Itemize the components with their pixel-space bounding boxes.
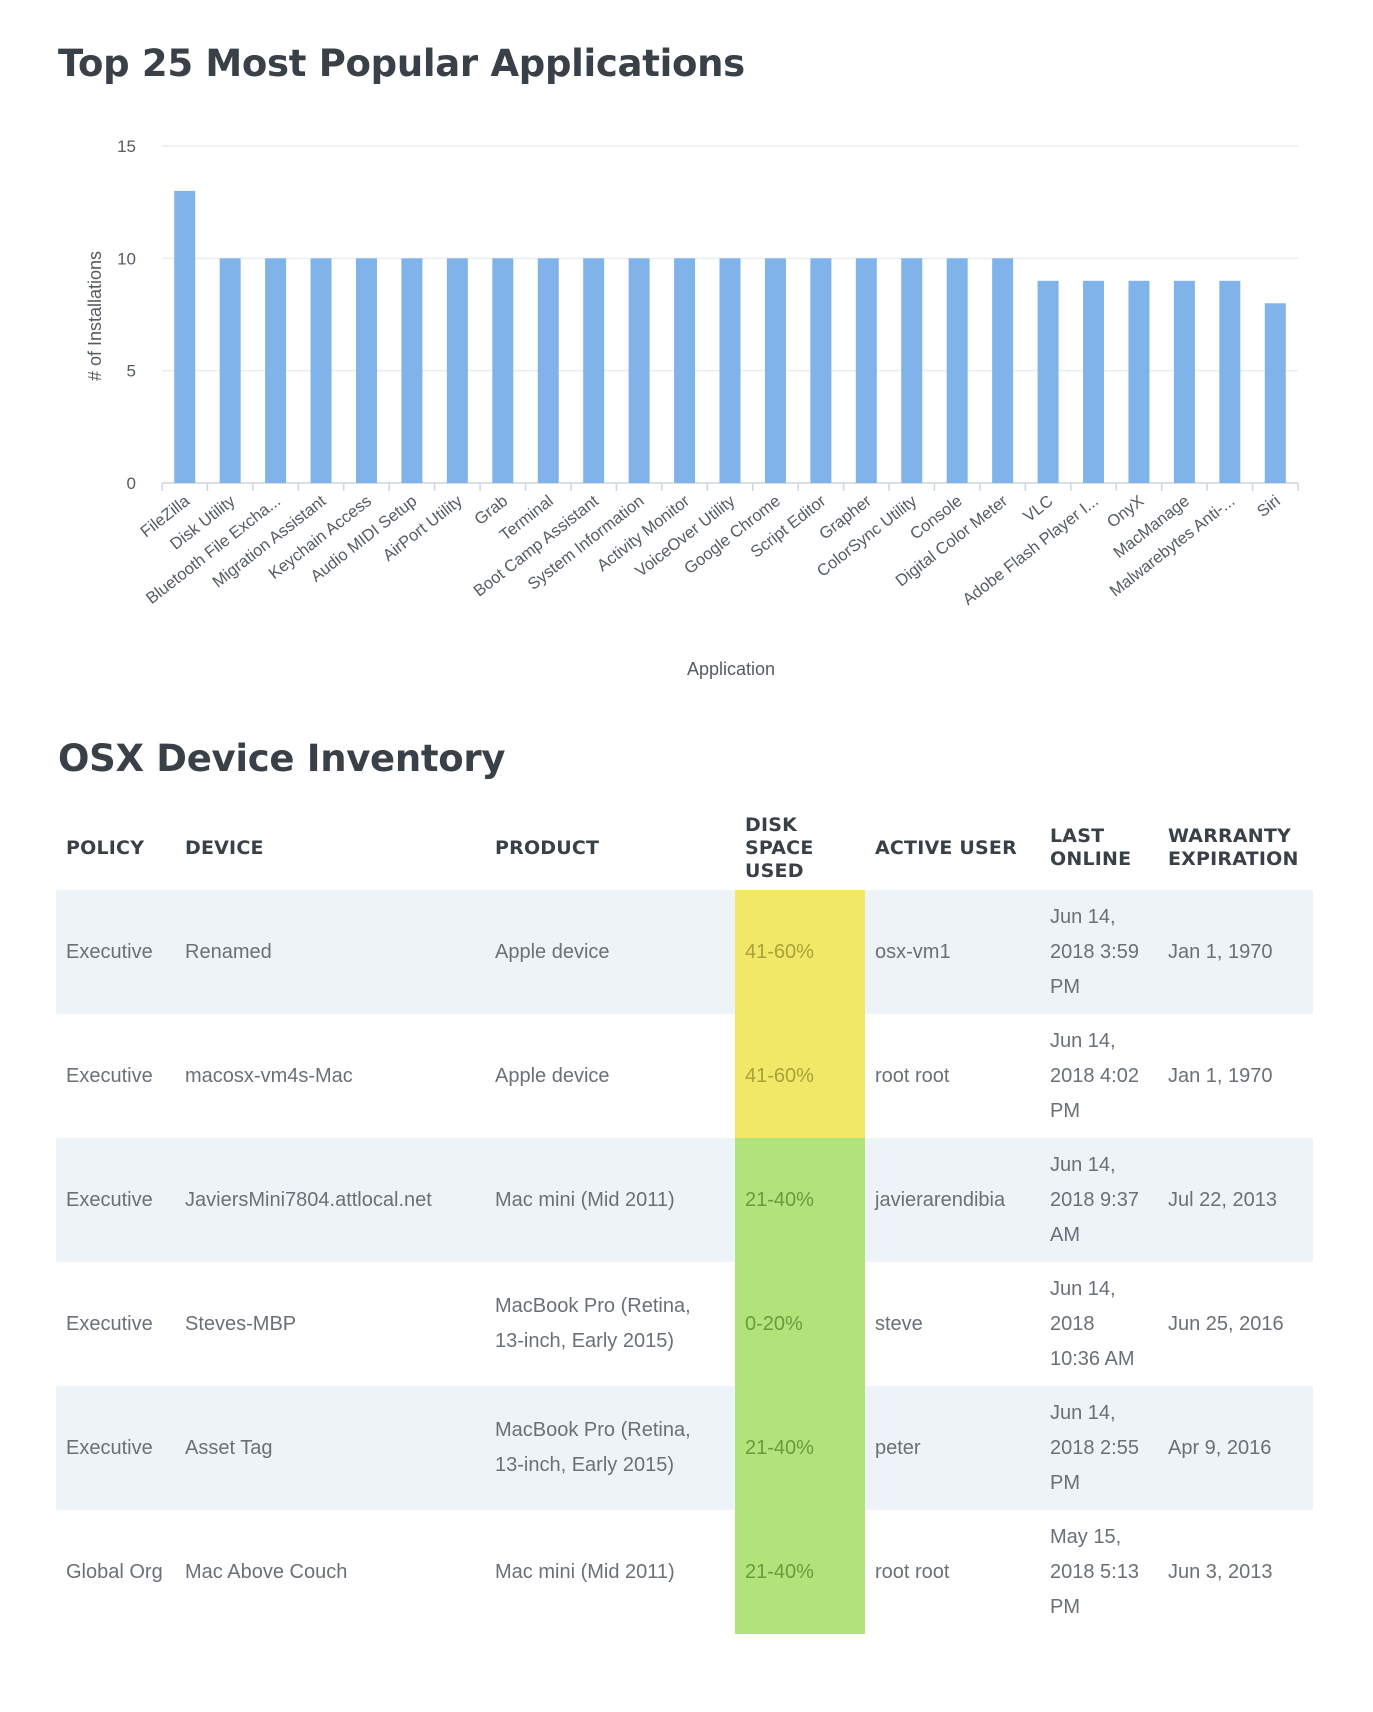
table-row[interactable]: Global Org Mac Above Couch Mac mini (Mid 2… bbox=[56, 1510, 1313, 1634]
y-tick-label: 5 bbox=[127, 362, 136, 381]
cell-device: Renamed bbox=[175, 890, 485, 1014]
cell-disk: 41-60% bbox=[735, 1014, 865, 1138]
bar[interactable] bbox=[946, 258, 968, 483]
bar[interactable] bbox=[1264, 303, 1286, 483]
table-row[interactable]: Executive Renamed Apple device 41-60% osx-vm… bbox=[56, 890, 1313, 1014]
cell-device: Steves-MBP bbox=[175, 1262, 485, 1386]
cell-disk: 0-20% bbox=[735, 1262, 865, 1386]
x-tick-label: Siri bbox=[1254, 492, 1284, 521]
cell-disk: 21-40% bbox=[735, 1386, 865, 1510]
bar[interactable] bbox=[265, 258, 287, 483]
column-header-disk[interactable]: DISK SPACE USED bbox=[745, 813, 814, 882]
cell-product: MacBook Pro (Retina, 13-inch, Early 2015… bbox=[485, 1262, 735, 1386]
x-tick-label: AirPort Utility bbox=[380, 492, 467, 565]
cell-disk: 41-60% bbox=[735, 890, 865, 1014]
cell-user: steve bbox=[865, 1262, 1040, 1386]
cell-warranty: Jun 3, 2013 bbox=[1158, 1510, 1313, 1634]
bar[interactable] bbox=[583, 258, 605, 483]
table-header-row: POLICY DEVICE PRODUCT DISK SPACE USED ACTIVE… bbox=[56, 806, 1313, 890]
chart-bars bbox=[174, 190, 1286, 483]
cell-warranty: Jan 1, 1970 bbox=[1158, 1014, 1313, 1138]
column-header-last-online[interactable]: LAST ONLINE bbox=[1050, 825, 1132, 870]
bar[interactable] bbox=[355, 258, 377, 483]
cell-user: root root bbox=[865, 1014, 1040, 1138]
x-axis-label: Application bbox=[687, 659, 775, 679]
bar[interactable] bbox=[1173, 280, 1195, 483]
cell-product: Apple device bbox=[485, 1014, 735, 1138]
table-row[interactable]: Executive macosx-vm4s-Mac Apple device 41-6… bbox=[56, 1014, 1313, 1138]
column-header-product[interactable]: PRODUCT bbox=[495, 836, 600, 859]
cell-product: Apple device bbox=[485, 890, 735, 1014]
bar[interactable] bbox=[855, 258, 877, 483]
inventory-title: OSX Device Inventory bbox=[58, 737, 506, 780]
bar[interactable] bbox=[401, 258, 423, 483]
bar[interactable] bbox=[1128, 280, 1150, 483]
bar[interactable] bbox=[492, 258, 514, 483]
y-tick-label: 0 bbox=[127, 474, 136, 493]
bar[interactable] bbox=[219, 258, 241, 483]
column-header-device[interactable]: DEVICE bbox=[185, 836, 264, 859]
cell-last-online: Jun 14, 2018 3:59 PM bbox=[1040, 890, 1158, 1014]
cell-product: Mac mini (Mid 2011) bbox=[485, 1510, 735, 1634]
cell-warranty: Jan 1, 1970 bbox=[1158, 890, 1313, 1014]
cell-policy: Executive bbox=[56, 890, 175, 1014]
y-axis-label: # of Installations bbox=[85, 251, 105, 381]
y-tick-label: 15 bbox=[117, 137, 136, 156]
column-header-warranty[interactable]: WARRANTY EXPIRATION bbox=[1168, 825, 1299, 870]
cell-disk: 21-40% bbox=[735, 1510, 865, 1634]
column-header-user[interactable]: ACTIVE USER bbox=[875, 836, 1017, 859]
bar[interactable] bbox=[446, 258, 468, 483]
cell-product: Mac mini (Mid 2011) bbox=[485, 1138, 735, 1262]
bar[interactable] bbox=[628, 258, 650, 483]
cell-last-online: Jun 14, 2018 4:02 PM bbox=[1040, 1014, 1158, 1138]
bar[interactable] bbox=[174, 190, 196, 483]
bar[interactable] bbox=[1037, 280, 1059, 483]
cell-device: macosx-vm4s-Mac bbox=[175, 1014, 485, 1138]
cell-device: Asset Tag bbox=[175, 1386, 485, 1510]
cell-user: osx-vm1 bbox=[865, 890, 1040, 1014]
cell-last-online: Jun 14, 2018 10:36 AM bbox=[1040, 1262, 1158, 1386]
table-body: Executive Renamed Apple device 41-60% osx-vm… bbox=[56, 890, 1313, 1634]
cell-device: JaviersMini7804.attlocal.net bbox=[175, 1138, 485, 1262]
y-axis: 0 5 10 15 bbox=[117, 137, 136, 493]
bar[interactable] bbox=[901, 258, 923, 483]
bar[interactable] bbox=[537, 258, 559, 483]
cell-user: root root bbox=[865, 1510, 1040, 1634]
cell-policy: Executive bbox=[56, 1138, 175, 1262]
cell-policy: Executive bbox=[56, 1386, 175, 1510]
y-tick-label: 10 bbox=[117, 249, 136, 268]
cell-last-online: Jun 14, 2018 2:55 PM bbox=[1040, 1386, 1158, 1510]
bar[interactable] bbox=[674, 258, 696, 483]
table-row[interactable]: Executive Asset Tag MacBook Pro (Retina, 1… bbox=[56, 1386, 1313, 1510]
cell-device: Mac Above Couch bbox=[175, 1510, 485, 1634]
table-row[interactable]: Executive JaviersMini7804.attlocal.net Mac… bbox=[56, 1138, 1313, 1262]
cell-policy: Executive bbox=[56, 1262, 175, 1386]
bar[interactable] bbox=[1083, 280, 1105, 483]
cell-warranty: Apr 9, 2016 bbox=[1158, 1386, 1313, 1510]
device-inventory-table: POLICY DEVICE PRODUCT DISK SPACE USED ACTIVE… bbox=[56, 806, 1313, 1634]
bar[interactable] bbox=[1219, 280, 1241, 483]
chart-title: Top 25 Most Popular Applications bbox=[58, 42, 745, 85]
cell-warranty: Jun 25, 2016 bbox=[1158, 1262, 1313, 1386]
table-row[interactable]: Executive Steves-MBP MacBook Pro (Retina, … bbox=[56, 1262, 1313, 1386]
cell-user: javierarendibia bbox=[865, 1138, 1040, 1262]
bar[interactable] bbox=[764, 258, 786, 483]
cell-last-online: Jun 14, 2018 9:37 AM bbox=[1040, 1138, 1158, 1262]
cell-user: peter bbox=[865, 1386, 1040, 1510]
cell-policy: Executive bbox=[56, 1014, 175, 1138]
bar[interactable] bbox=[719, 258, 741, 483]
x-tick-label: VLC bbox=[1020, 492, 1056, 526]
cell-product: MacBook Pro (Retina, 13-inch, Early 2015… bbox=[485, 1386, 735, 1510]
bar[interactable] bbox=[992, 258, 1014, 483]
cell-last-online: May 15, 2018 5:13 PM bbox=[1040, 1510, 1158, 1634]
bar[interactable] bbox=[310, 258, 332, 483]
column-header-policy[interactable]: POLICY bbox=[66, 836, 145, 859]
cell-policy: Global Org bbox=[56, 1510, 175, 1634]
bar[interactable] bbox=[810, 258, 832, 483]
cell-warranty: Jul 22, 2013 bbox=[1158, 1138, 1313, 1262]
cell-disk: 21-40% bbox=[735, 1138, 865, 1262]
